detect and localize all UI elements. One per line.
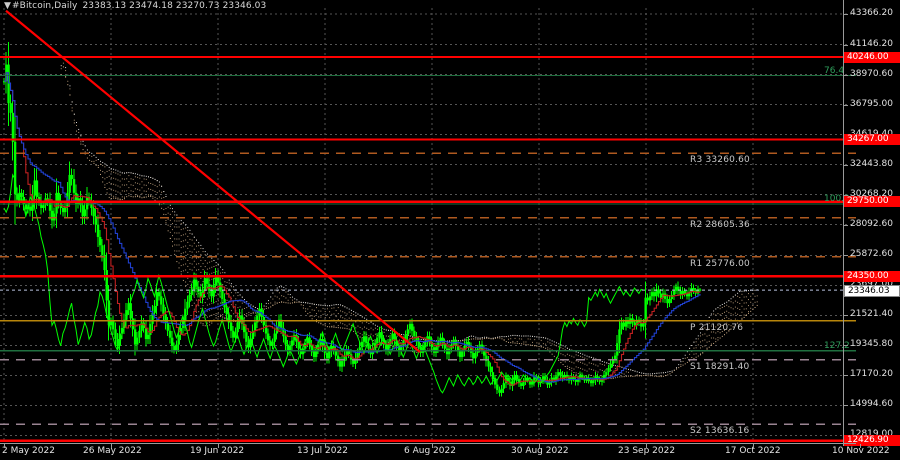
price-tick-mark [844, 315, 848, 317]
collapse-arrow-icon[interactable]: ▼ [4, 1, 12, 11]
time-tick-mark [432, 444, 433, 448]
pivot-s1: S1 18291.40 [690, 361, 750, 372]
time-tick-mark [218, 444, 219, 448]
fib-100-0: 100.0 [824, 193, 850, 204]
symbol-name: #Bitcoin,Daily [12, 1, 78, 11]
pivot-r3: R3 33260.60 [690, 155, 750, 166]
price-tick: 25872.60 [850, 249, 893, 260]
ohlc-values: 23383.13 23474.18 23270.73 23346.03 [82, 1, 267, 11]
chart-canvas [0, 8, 856, 444]
tag-40246: 40246.00 [844, 51, 900, 63]
downtrend-line [5, 9, 421, 353]
price-tick-mark [844, 345, 848, 347]
price-tick-mark [844, 255, 848, 257]
ichimoku-cloud [60, 56, 758, 382]
pivot-s2: S2 13636.16 [690, 426, 750, 437]
time-tick-label: 19 Jun 2022 [190, 446, 245, 456]
tenkan-sen-line [4, 72, 701, 386]
price-tick-mark [844, 44, 848, 46]
time-tick-mark [753, 444, 754, 448]
price-tick-mark [844, 224, 848, 226]
time-tick-mark [860, 444, 861, 448]
price-tick: 14994.60 [850, 399, 893, 410]
price-tick: 36795.00 [850, 98, 893, 109]
price-tick: 19345.80 [850, 339, 893, 350]
tag-current: 23346.03 [844, 284, 900, 297]
price-tick: 23697.00 [850, 279, 893, 289]
tag-24350: 24350.00 [844, 270, 900, 282]
time-axis[interactable]: 2 May 2022 26 May 2022 19 Jun 2022 13 Jul 2… [0, 444, 890, 460]
price-tick: 17170.20 [850, 369, 893, 380]
time-tick-label: 23 Sep 2022 [618, 446, 676, 456]
time-axis-separator [0, 443, 856, 444]
price-tick: 21521.40 [850, 309, 893, 320]
price-tick: 41146.20 [850, 38, 893, 49]
price-tick: 34619.40 [850, 129, 893, 139]
kijun-sen-line [4, 72, 701, 383]
time-tick-label: 26 May 2022 [83, 446, 142, 456]
price-tick-mark [844, 405, 848, 407]
chikou-span-line [3, 173, 644, 394]
price-tick-mark [844, 14, 848, 15]
time-tick-label: 17 Oct 2022 [725, 446, 781, 456]
fib-76-4: 76.4 [824, 65, 845, 76]
time-tick-label: 10 Nov 2022 [832, 446, 890, 456]
tag-12426: 12426.90 [844, 435, 900, 447]
price-tick-mark [844, 164, 848, 166]
pivot-r1: R1 25776.00 [690, 258, 750, 269]
symbol-header: ▼#Bitcoin,Daily 23383.13 23474.18 23270.7… [4, 1, 266, 11]
time-tick-mark [111, 444, 112, 448]
price-tick-mark [844, 104, 848, 106]
time-tick-label: 13 Jul 2022 [297, 446, 348, 456]
time-tick-mark [325, 444, 326, 448]
tag-34267: 34267.00 [844, 134, 900, 145]
price-tick: 38970.60 [850, 68, 893, 79]
tag-29750: 29750.00 [844, 196, 900, 208]
fib-127-2: 127.2 [824, 340, 850, 351]
price-tick-mark [844, 74, 848, 76]
price-tick: 30268.20 [850, 188, 893, 199]
price-tick: 12819.00 [850, 429, 893, 439]
chart-plot-area[interactable] [0, 8, 856, 444]
time-tick-mark [646, 444, 647, 448]
time-tick-mark [539, 444, 540, 448]
price-tick-mark [844, 375, 848, 377]
price-tick: 28092.60 [850, 218, 893, 229]
time-tick-label: 6 Aug 2022 [404, 446, 456, 456]
pivot-r2: R2 28605.36 [690, 219, 750, 230]
price-tick: 43366.20 [850, 8, 893, 18]
price-axis-separator [843, 0, 844, 446]
price-tick-mark [844, 194, 848, 196]
time-tick-mark [4, 444, 5, 448]
time-tick-label: 2 May 2022 [2, 446, 55, 456]
pivot-p: P 21120.76 [690, 322, 744, 333]
price-axis[interactable]: 43366.20 41146.20 38970.60 36795.00 34619.40… [844, 0, 900, 447]
price-tick: 32443.80 [850, 158, 893, 169]
time-tick-label: 30 Aug 2022 [511, 446, 569, 456]
